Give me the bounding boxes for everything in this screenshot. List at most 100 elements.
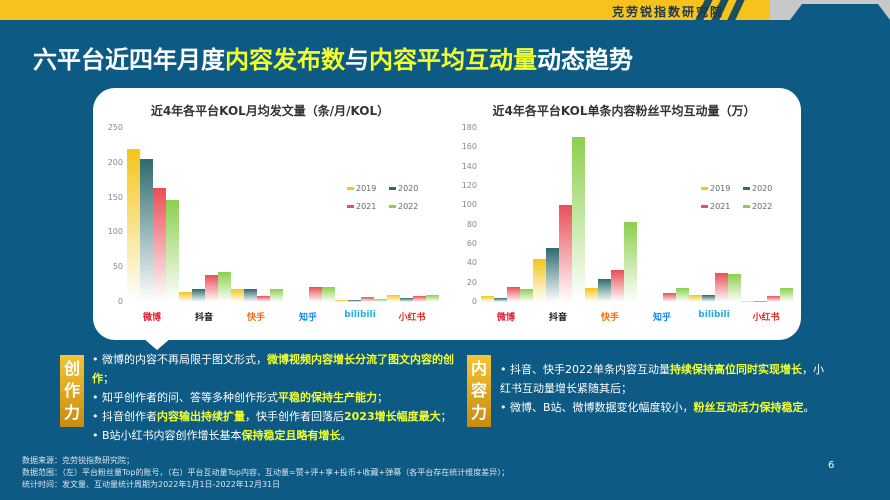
page-number: 6 [828, 460, 835, 471]
y-tick: 60 [466, 239, 477, 248]
bar-2021 [205, 274, 218, 302]
bar-2021 [767, 296, 780, 302]
y-tick: 40 [466, 258, 477, 268]
footer-period: 统计时间：发文量、互动量统计周期为2022年1月1日-2022年12月31日 [22, 480, 281, 489]
bar-2019 [231, 288, 244, 302]
legend-item: 2021 [701, 202, 730, 211]
category-label: 快手 [246, 313, 265, 323]
bar-2022 [322, 286, 335, 302]
bar-2019 [689, 295, 702, 302]
bar-2022 [572, 136, 585, 302]
y-tick: 120 [461, 181, 477, 190]
legend-swatch [743, 205, 750, 208]
top-banner: 克劳锐指数研究院 [0, 0, 890, 20]
legend-swatch [743, 187, 750, 190]
decor-notch [790, 4, 890, 20]
chart-avg-interaction: 近4年各平台KOL单条内容粉丝平均互动量（万） 180 160 140 120 100 8… [447, 88, 801, 340]
note-item: • 抖音创作者内容输出持续扩量，快手创作者回落后2023增长幅度最大； [92, 410, 452, 423]
y-tick: 250 [107, 123, 123, 132]
bar-2021 [257, 296, 270, 302]
bar-2021 [559, 205, 572, 302]
bar-2020 [702, 295, 715, 302]
bar-2021 [663, 293, 676, 302]
pointer-arrow [143, 338, 171, 350]
bar-2022 [520, 289, 533, 302]
footer-scope: 数据范围：（左）平台粉丝量Top的账号，（右）平台互动量Top内容，互动量=赞+… [22, 468, 510, 477]
category-label: 知乎 [652, 313, 671, 323]
legend-item: 2021 [347, 202, 376, 211]
y-tick: 160 [461, 142, 477, 152]
bar-2022 [270, 289, 283, 302]
footer-notes: 数据来源：克劳锐指数研究院； 数据范围：（左）平台粉丝量Top的账号，（右）平台… [22, 455, 509, 491]
bar-2022 [676, 288, 689, 302]
bar-2020 [140, 158, 153, 302]
bar-2021 [611, 270, 624, 302]
tag-content: 内容力 [467, 355, 491, 427]
bar-2019 [585, 288, 598, 302]
y-tick: 100 [461, 200, 477, 210]
chart-title: 近4年各平台KOL月均发文量（条/月/KOL） [150, 104, 390, 118]
category-label: 知乎 [298, 313, 317, 323]
bar-2022 [166, 200, 179, 302]
bar-2020 [348, 299, 361, 302]
tag-creativity: 创作力 [60, 355, 84, 427]
bar-2021 [361, 297, 374, 302]
bar-2020 [244, 288, 257, 302]
note-item: • B站小红书内容创作增长基本保持稳定且略有增长。 [92, 429, 352, 442]
bar-2022 [728, 273, 741, 302]
chart-monthly-posts: 近4年各平台KOL月均发文量（条/月/KOL） 250 200 150 100 50 0 微… [93, 88, 447, 340]
page-title: 六平台近四年月度内容发布数与内容平均互动量动态趋势 [33, 40, 633, 75]
chart-title: 近4年各平台KOL单条内容粉丝平均互动量（万） [492, 104, 756, 118]
legend-item: 2020 [743, 184, 772, 193]
note-item: • 知乎创作者的问、答等多种创作形式平稳的保持生产能力； [92, 391, 388, 404]
legend-item: 2020 [389, 184, 418, 193]
y-tick: 150 [107, 192, 123, 202]
bar-2019 [127, 148, 140, 302]
y-tick: 80 [466, 219, 477, 229]
bar-2022 [374, 298, 387, 302]
charts-panel: 近4年各平台KOL月均发文量（条/月/KOL） 250 200 150 100 50 0 微… [93, 88, 801, 340]
footer-source: 数据来源：克劳锐指数研究院； [22, 456, 134, 465]
bar-2019 [335, 299, 348, 302]
legend-swatch [389, 205, 396, 208]
legend-swatch [347, 205, 354, 208]
category-label: 快手 [600, 313, 619, 323]
note-item: • 微博、B站、微博数据变化幅度较小，粉丝互动活力保持稳定。 [500, 401, 815, 414]
y-tick: 140 [461, 161, 477, 171]
bar-2021 [507, 286, 520, 302]
y-tick: 200 [107, 157, 123, 167]
bar-2020 [598, 278, 611, 302]
y-tick: 100 [107, 227, 123, 237]
bar-2020 [546, 247, 559, 302]
legend-item: 2019 [347, 184, 376, 193]
category-label: 小红书 [398, 313, 426, 323]
bar-2022 [624, 221, 637, 302]
y-tick: 0 [117, 297, 123, 306]
bar-2020 [400, 297, 413, 302]
bar-2020 [494, 298, 507, 302]
bar-2021 [413, 296, 426, 302]
category-label: 抖音 [548, 313, 567, 323]
bar-2022 [218, 272, 231, 302]
legend-item: 2019 [701, 184, 730, 193]
bar-2019 [741, 301, 754, 302]
right-notes: • 抖音、快手2022单条内容互动量持续保持高位同时实现增长，小红书互动量增长紧… [500, 360, 830, 417]
left-notes: • 微博的内容不再局限于图文形式，微博视频内容增长分流了图文内容的创作； • 知乎… [92, 350, 462, 445]
legend-swatch [389, 187, 396, 190]
bar-2022 [426, 295, 439, 302]
title-text: 动态趋势 [537, 46, 633, 74]
bar-2020 [754, 301, 767, 302]
bar-2019 [481, 296, 494, 302]
legend-swatch [347, 187, 354, 190]
legend-item: 2022 [743, 202, 772, 211]
title-text: 六平台近四年月度 [33, 46, 225, 74]
bar-2019 [179, 291, 192, 302]
note-item: • 微博的内容不再局限于图文形式，微博视频内容增长分流了图文内容的创作； [92, 353, 454, 385]
y-tick: 20 [466, 277, 477, 287]
title-highlight: 内容平均互动量 [369, 46, 537, 74]
bar-2022 [780, 287, 793, 302]
legend-swatch [701, 205, 708, 208]
category-label: bilibili [698, 310, 730, 320]
bar-2020 [192, 289, 205, 302]
category-label: bilibili [344, 310, 376, 320]
